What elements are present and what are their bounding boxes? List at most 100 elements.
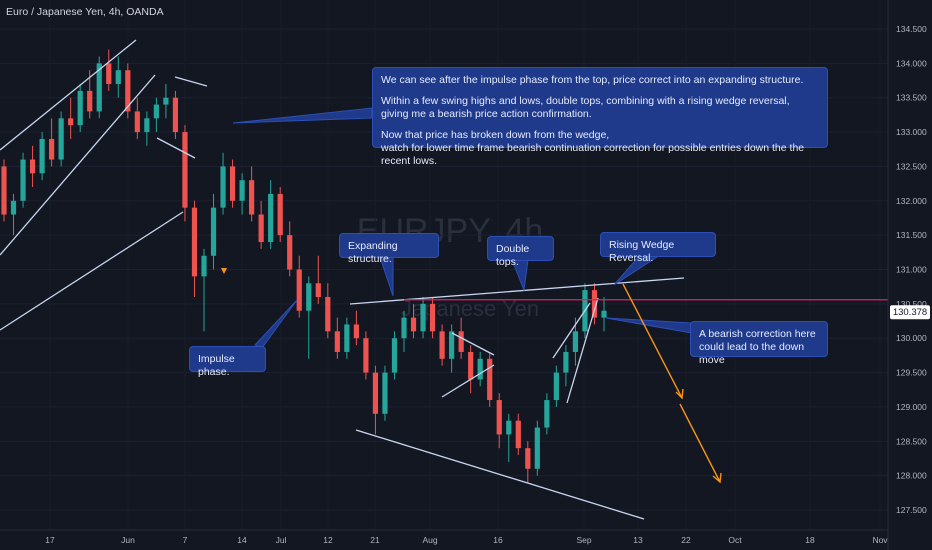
candle (420, 296, 426, 339)
symbol-title: Euro / Japanese Yen, 4h, OANDA (6, 6, 164, 18)
candle-body (515, 420, 521, 449)
time-tick-label: Sep (576, 535, 591, 545)
candle-body (10, 200, 17, 215)
callout-rising-wedge[interactable]: Rising Wedge Reversal. (600, 232, 716, 264)
candle-body (344, 324, 350, 352)
candle (563, 345, 569, 387)
price-axis[interactable]: 134.500 134.000 133.500 133.000 132.500 132.0… (896, 24, 927, 515)
candle (306, 276, 312, 359)
candle-body (525, 448, 531, 469)
candle-body (191, 207, 198, 277)
trendline-top-channel-lower[interactable] (0, 74, 156, 256)
candle (77, 83, 83, 133)
trendline-lower-long[interactable] (0, 211, 184, 331)
price-tick-label: 128.500 (896, 436, 927, 446)
candle (1, 159, 7, 222)
time-tick-label: 22 (681, 535, 691, 545)
callout-expanding-structure[interactable]: Expanding structure. (339, 233, 439, 265)
candle (229, 159, 236, 208)
candle (525, 441, 531, 483)
candle (544, 393, 550, 435)
wedge-upper[interactable] (552, 302, 591, 359)
callout-main-note[interactable]: We can see after the impulse phase from … (372, 67, 828, 167)
candle (401, 310, 407, 352)
candle (115, 56, 121, 98)
candle-body (496, 400, 502, 435)
time-axis[interactable]: 17 Jun 7 14 Jul 12 21 Aug 16 Sep 13 22 Oct 18 Nov (45, 535, 888, 545)
candle (449, 324, 455, 373)
candle-body (229, 166, 236, 201)
candle (39, 132, 45, 181)
candle (344, 317, 350, 359)
candle-body (506, 420, 512, 435)
callout-impulse-phase[interactable]: Impulse phase. (189, 346, 266, 378)
candle-body (382, 372, 388, 414)
candle (468, 345, 474, 394)
candle-body (439, 331, 445, 359)
candle (391, 331, 398, 380)
grid (0, 28, 888, 511)
flag-lower[interactable] (156, 137, 196, 159)
candle-body (458, 331, 464, 352)
candle-body (106, 63, 112, 84)
candle (534, 420, 540, 476)
projection-arrow-2[interactable] (679, 403, 721, 483)
pointer-bearish (605, 317, 693, 334)
callout-double-tops[interactable]: Double tops. (487, 236, 554, 268)
candle-body (420, 303, 426, 332)
candle-body (115, 70, 121, 84)
time-tick-label: 18 (805, 535, 815, 545)
candle-body (410, 317, 417, 332)
wedge-lower[interactable] (566, 297, 599, 404)
candle (144, 111, 150, 146)
trendline-top-channel-upper[interactable] (0, 39, 137, 151)
candle (315, 255, 321, 304)
candle (296, 255, 302, 318)
triangle-upper[interactable] (451, 332, 495, 356)
candles (1, 49, 607, 483)
candle (201, 248, 207, 332)
candle-body (172, 97, 179, 133)
candle (29, 145, 36, 188)
price-tick-label: 127.500 (896, 505, 927, 515)
candle (106, 49, 112, 91)
price-tick-label: 131.500 (896, 230, 927, 240)
candle-body (563, 351, 569, 373)
candle-body (153, 104, 159, 119)
triangle-lower[interactable] (441, 364, 495, 398)
price-tick-label: 130.500 (896, 299, 927, 309)
expanding-lower[interactable] (355, 429, 645, 520)
candle-body (325, 296, 331, 332)
candle (601, 296, 607, 332)
candle (325, 283, 331, 339)
candle-body (477, 358, 483, 380)
callout-bearish-correction[interactable]: A bearish correction here could lead to … (690, 321, 828, 366)
candle (153, 97, 159, 133)
candle-body (77, 90, 83, 126)
candle-body (144, 118, 150, 133)
candle (258, 200, 264, 249)
flag-upper[interactable] (174, 76, 208, 87)
candle-body (591, 290, 598, 318)
candle (268, 180, 274, 249)
candle (591, 283, 598, 325)
projection-arrow-1[interactable] (622, 283, 683, 399)
candle (10, 193, 17, 236)
candle-body (249, 180, 255, 215)
drawings (0, 39, 693, 520)
candle-body (182, 132, 188, 208)
candle-body (372, 372, 379, 414)
candle (191, 200, 198, 297)
projection-arrows (622, 283, 722, 484)
candle-body (68, 118, 74, 126)
candle (239, 173, 245, 215)
price-tick-label: 132.000 (896, 196, 927, 206)
price-tick-label: 130.000 (896, 333, 927, 343)
double-tops-label: Double tops. (496, 243, 530, 268)
candle (363, 331, 369, 380)
candle-body (96, 63, 102, 112)
candle (515, 413, 521, 456)
candle (439, 324, 445, 366)
